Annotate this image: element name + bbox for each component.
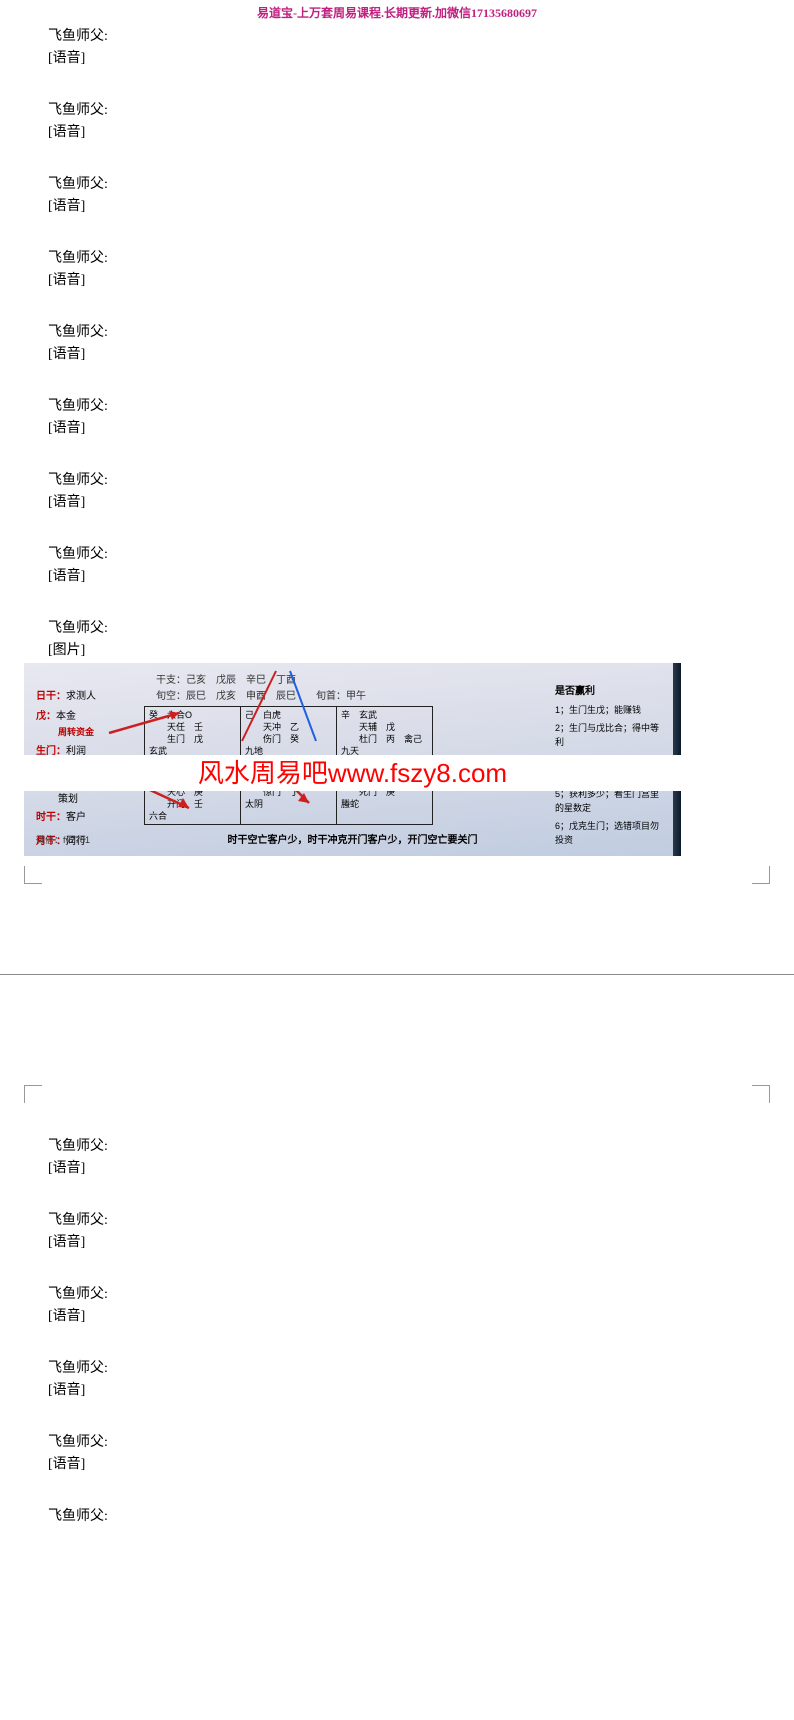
voice-msg: [语音] [48, 121, 794, 141]
chat-block: 飞鱼师父: [语音] [48, 1283, 794, 1325]
label-cehua: 策划 [58, 794, 78, 805]
voice-msg: [语音] [48, 1379, 794, 1399]
chat-block: 飞鱼师父: [语音] [48, 321, 794, 363]
speaker-name: 飞鱼师父: [48, 469, 794, 489]
speaker-name: 飞鱼师父: [48, 1505, 794, 1525]
image-msg: [图片] [48, 639, 794, 659]
speaker-name: 飞鱼师父: [48, 395, 794, 415]
speaker-name: 飞鱼师父: [48, 1283, 794, 1303]
chat-block: 飞鱼师父: [语音] [48, 247, 794, 289]
voice-msg: [语音] [48, 491, 794, 511]
speaker-name: 飞鱼师父: [48, 1209, 794, 1229]
speaker-name: 飞鱼师父: [48, 321, 794, 341]
chat-block: 飞鱼师父: [语音] [48, 1357, 794, 1399]
cell-1-1: 癸 六合O 天任 壬 生门 戊 玄武 [145, 707, 241, 760]
note-2: 2；生门与戊比合；得中等利 [555, 721, 665, 749]
note-4: 5；获利多少；看生门宫里的星数定 [555, 787, 665, 815]
chat-block: 飞鱼师父: [语音] [48, 1135, 794, 1177]
speaker-name: 飞鱼师父: [48, 247, 794, 267]
qimen-diagram-photo: 干支：己亥 戊辰 辛巳 丁酉 旬空：辰巳 戊亥 申酉 辰巳 旬首：甲午 日干：求… [24, 663, 681, 856]
label-wu-val: 本金 [56, 711, 76, 722]
ganzhi-line1: 干支：己亥 戊辰 辛巳 丁酉 [156, 671, 669, 686]
voice-msg: [语音] [48, 1305, 794, 1325]
chat-block: 飞鱼师父: [语音] [48, 1209, 794, 1251]
chat-block: 飞鱼师父: [48, 1505, 794, 1525]
voice-msg: [语音] [48, 1231, 794, 1251]
corner-tl-icon [24, 1085, 42, 1103]
page-corner-top [24, 1085, 770, 1105]
voice-msg: [语音] [48, 1453, 794, 1473]
chat-block: 飞鱼师父: [语音] [48, 25, 794, 67]
chat-block: 飞鱼师父: [语音] [48, 99, 794, 141]
speaker-name: 飞鱼师父: [48, 99, 794, 119]
page-divider [0, 974, 794, 975]
cell-1-2: 己 白虎 天冲 乙 伤门 癸 九地 [241, 707, 337, 760]
note-1: 1；生门生戊；能赚钱 [555, 703, 665, 717]
notes-title: 是否赢利 [555, 685, 665, 699]
speaker-name: 飞鱼师父: [48, 25, 794, 45]
voice-msg: [语音] [48, 343, 794, 363]
label-rigan-val: 求测人 [66, 691, 96, 702]
label-shigan-val: 客户 [66, 812, 86, 823]
chat-block: 飞鱼师父: [语音] [48, 469, 794, 511]
speaker-name: 飞鱼师父: [48, 1357, 794, 1377]
chat-block: 飞鱼师父: [语音] [48, 1431, 794, 1473]
speaker-name: 飞鱼师父: [48, 1431, 794, 1451]
watermark-text: 风水周易吧www.fszy8.com [24, 755, 681, 791]
speaker-name: 飞鱼师父: [48, 617, 794, 637]
speaker-name: 飞鱼师父: [48, 173, 794, 193]
note-5: 6；戊克生门；选错项目勿投资 [555, 819, 665, 847]
cell-1-3: 辛 玄武 天辅 戊 杜门 丙 禽己 九天 [337, 707, 433, 760]
label-wu: 戊： [36, 711, 56, 722]
chat-block: 飞鱼师父: [语音] [48, 173, 794, 215]
speaker-name: 飞鱼师父: [48, 1135, 794, 1155]
voice-msg: [语音] [48, 47, 794, 67]
speaker-name: 飞鱼师父: [48, 543, 794, 563]
label-wu-sub: 周转资金 [58, 724, 96, 740]
page-corner-bottom [24, 864, 770, 884]
chat-block: 飞鱼师父: [语音] [48, 543, 794, 585]
corner-tr-icon [752, 1085, 770, 1103]
chat-block: 飞鱼师父: [图片] [48, 617, 794, 659]
label-rigan: 日干： [36, 691, 66, 702]
label-shigan: 时干： [36, 812, 66, 823]
voice-msg: [语音] [48, 1157, 794, 1177]
voice-msg: [语音] [48, 417, 794, 437]
wechat-label: 微信：fy2781 [36, 833, 90, 846]
header-banner: 易道宝-上万套周易课程.长期更新.加微信17135680697 [0, 0, 794, 25]
voice-msg: [语音] [48, 195, 794, 215]
corner-br-icon [752, 866, 770, 884]
voice-msg: [语音] [48, 269, 794, 289]
corner-bl-icon [24, 866, 42, 884]
voice-msg: [语音] [48, 565, 794, 585]
chat-block: 飞鱼师父: [语音] [48, 395, 794, 437]
